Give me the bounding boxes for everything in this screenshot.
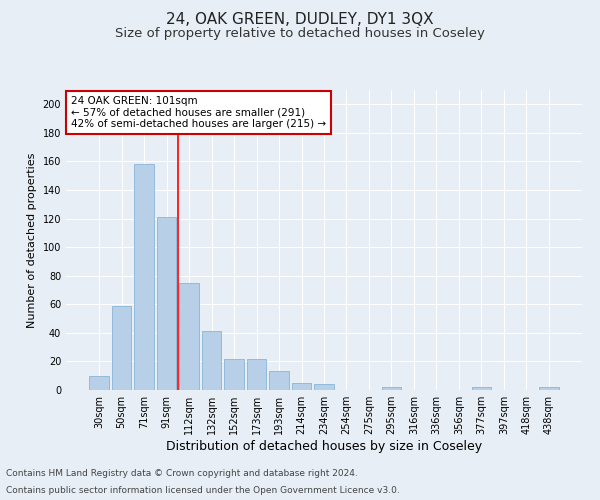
Text: Contains public sector information licensed under the Open Government Licence v3: Contains public sector information licen… bbox=[6, 486, 400, 495]
Bar bbox=[202, 332, 221, 390]
Bar bbox=[247, 358, 266, 390]
X-axis label: Distribution of detached houses by size in Coseley: Distribution of detached houses by size … bbox=[166, 440, 482, 453]
Text: 24 OAK GREEN: 101sqm
← 57% of detached houses are smaller (291)
42% of semi-deta: 24 OAK GREEN: 101sqm ← 57% of detached h… bbox=[71, 96, 326, 129]
Bar bbox=[134, 164, 154, 390]
Bar bbox=[89, 376, 109, 390]
Bar bbox=[314, 384, 334, 390]
Bar bbox=[157, 217, 176, 390]
Bar bbox=[112, 306, 131, 390]
Y-axis label: Number of detached properties: Number of detached properties bbox=[27, 152, 37, 328]
Bar bbox=[224, 358, 244, 390]
Bar bbox=[539, 387, 559, 390]
Bar bbox=[292, 383, 311, 390]
Bar bbox=[179, 283, 199, 390]
Text: 24, OAK GREEN, DUDLEY, DY1 3QX: 24, OAK GREEN, DUDLEY, DY1 3QX bbox=[166, 12, 434, 28]
Bar bbox=[472, 387, 491, 390]
Text: Contains HM Land Registry data © Crown copyright and database right 2024.: Contains HM Land Registry data © Crown c… bbox=[6, 468, 358, 477]
Text: Size of property relative to detached houses in Coseley: Size of property relative to detached ho… bbox=[115, 28, 485, 40]
Bar bbox=[382, 387, 401, 390]
Bar bbox=[269, 372, 289, 390]
